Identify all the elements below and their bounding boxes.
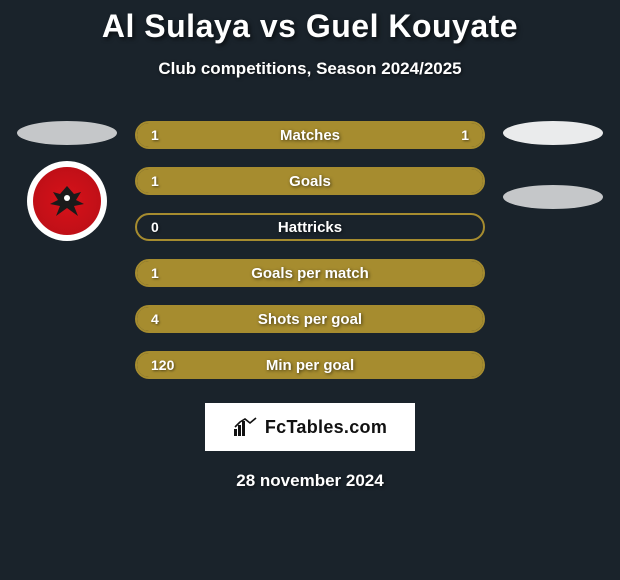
chart-area: 1 1 Matches 1 Goals 0 Hattricks 1 Goals per matc… bbox=[0, 121, 620, 379]
stat-bars: 1 1 Matches 1 Goals 0 Hattricks 1 Goals per matc… bbox=[135, 121, 485, 379]
left-player-ellipse bbox=[17, 121, 117, 145]
left-player-col bbox=[17, 121, 117, 241]
page-title: Al Sulaya vs Guel Kouyate bbox=[0, 8, 620, 45]
bar-label: Goals bbox=[289, 173, 331, 190]
bar-value-left: 1 bbox=[151, 127, 159, 143]
bar-value-left: 1 bbox=[151, 265, 159, 281]
date-text: 28 november 2024 bbox=[0, 471, 620, 491]
bar-value-left: 120 bbox=[151, 357, 174, 373]
right-player-ellipse-bottom bbox=[503, 185, 603, 209]
bar-label: Min per goal bbox=[266, 357, 354, 374]
bar-value-left: 4 bbox=[151, 311, 159, 327]
bar-label: Hattricks bbox=[278, 219, 342, 236]
left-player-crest bbox=[27, 161, 107, 241]
bar-value-left: 1 bbox=[151, 173, 159, 189]
watermark-text: FcTables.com bbox=[265, 417, 387, 438]
bar-label: Goals per match bbox=[251, 265, 369, 282]
bar-value-right: 1 bbox=[461, 127, 469, 143]
bar-value-left: 0 bbox=[151, 219, 159, 235]
stat-bar: 120 Min per goal bbox=[135, 351, 485, 379]
watermark: FcTables.com bbox=[205, 403, 415, 451]
stat-bar: 1 1 Matches bbox=[135, 121, 485, 149]
stat-bar: 1 Goals per match bbox=[135, 259, 485, 287]
crest-badge bbox=[33, 167, 101, 235]
stat-bar: 1 Goals bbox=[135, 167, 485, 195]
comparison-infographic: Al Sulaya vs Guel Kouyate Club competiti… bbox=[0, 0, 620, 491]
bar-label: Shots per goal bbox=[258, 311, 362, 328]
stat-bar: 4 Shots per goal bbox=[135, 305, 485, 333]
right-player-col bbox=[503, 121, 603, 209]
bar-label: Matches bbox=[280, 127, 340, 144]
stat-bar: 0 Hattricks bbox=[135, 213, 485, 241]
watermark-logo-icon bbox=[233, 417, 259, 437]
eagle-icon bbox=[46, 180, 88, 222]
subtitle: Club competitions, Season 2024/2025 bbox=[0, 59, 620, 79]
right-player-ellipse-top bbox=[503, 121, 603, 145]
